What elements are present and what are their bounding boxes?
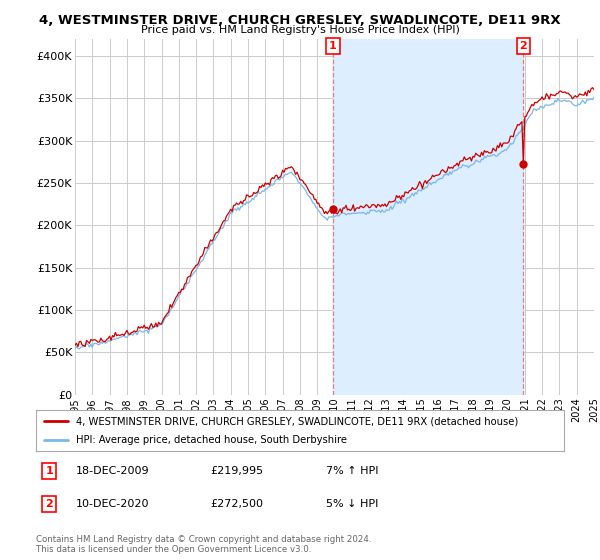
Text: Price paid vs. HM Land Registry's House Price Index (HPI): Price paid vs. HM Land Registry's House …	[140, 25, 460, 35]
Text: 1: 1	[329, 41, 337, 51]
Text: Contains HM Land Registry data © Crown copyright and database right 2024.
This d: Contains HM Land Registry data © Crown c…	[36, 535, 371, 554]
Text: 18-DEC-2009: 18-DEC-2009	[76, 466, 149, 476]
Text: 2: 2	[46, 499, 53, 509]
Text: 4, WESTMINSTER DRIVE, CHURCH GRESLEY, SWADLINCOTE, DE11 9RX (detached house): 4, WESTMINSTER DRIVE, CHURCH GRESLEY, SW…	[76, 417, 518, 426]
Text: 4, WESTMINSTER DRIVE, CHURCH GRESLEY, SWADLINCOTE, DE11 9RX: 4, WESTMINSTER DRIVE, CHURCH GRESLEY, SW…	[39, 14, 561, 27]
Bar	[333, 39, 523, 395]
Text: 1: 1	[46, 466, 53, 476]
Text: 7% ↑ HPI: 7% ↑ HPI	[326, 466, 379, 476]
Text: 5% ↓ HPI: 5% ↓ HPI	[326, 499, 379, 509]
Text: 2: 2	[520, 41, 527, 51]
Text: HPI: Average price, detached house, South Derbyshire: HPI: Average price, detached house, Sout…	[76, 435, 347, 445]
Text: 10-DEC-2020: 10-DEC-2020	[76, 499, 149, 509]
Text: £219,995: £219,995	[210, 466, 263, 476]
Text: £272,500: £272,500	[210, 499, 263, 509]
